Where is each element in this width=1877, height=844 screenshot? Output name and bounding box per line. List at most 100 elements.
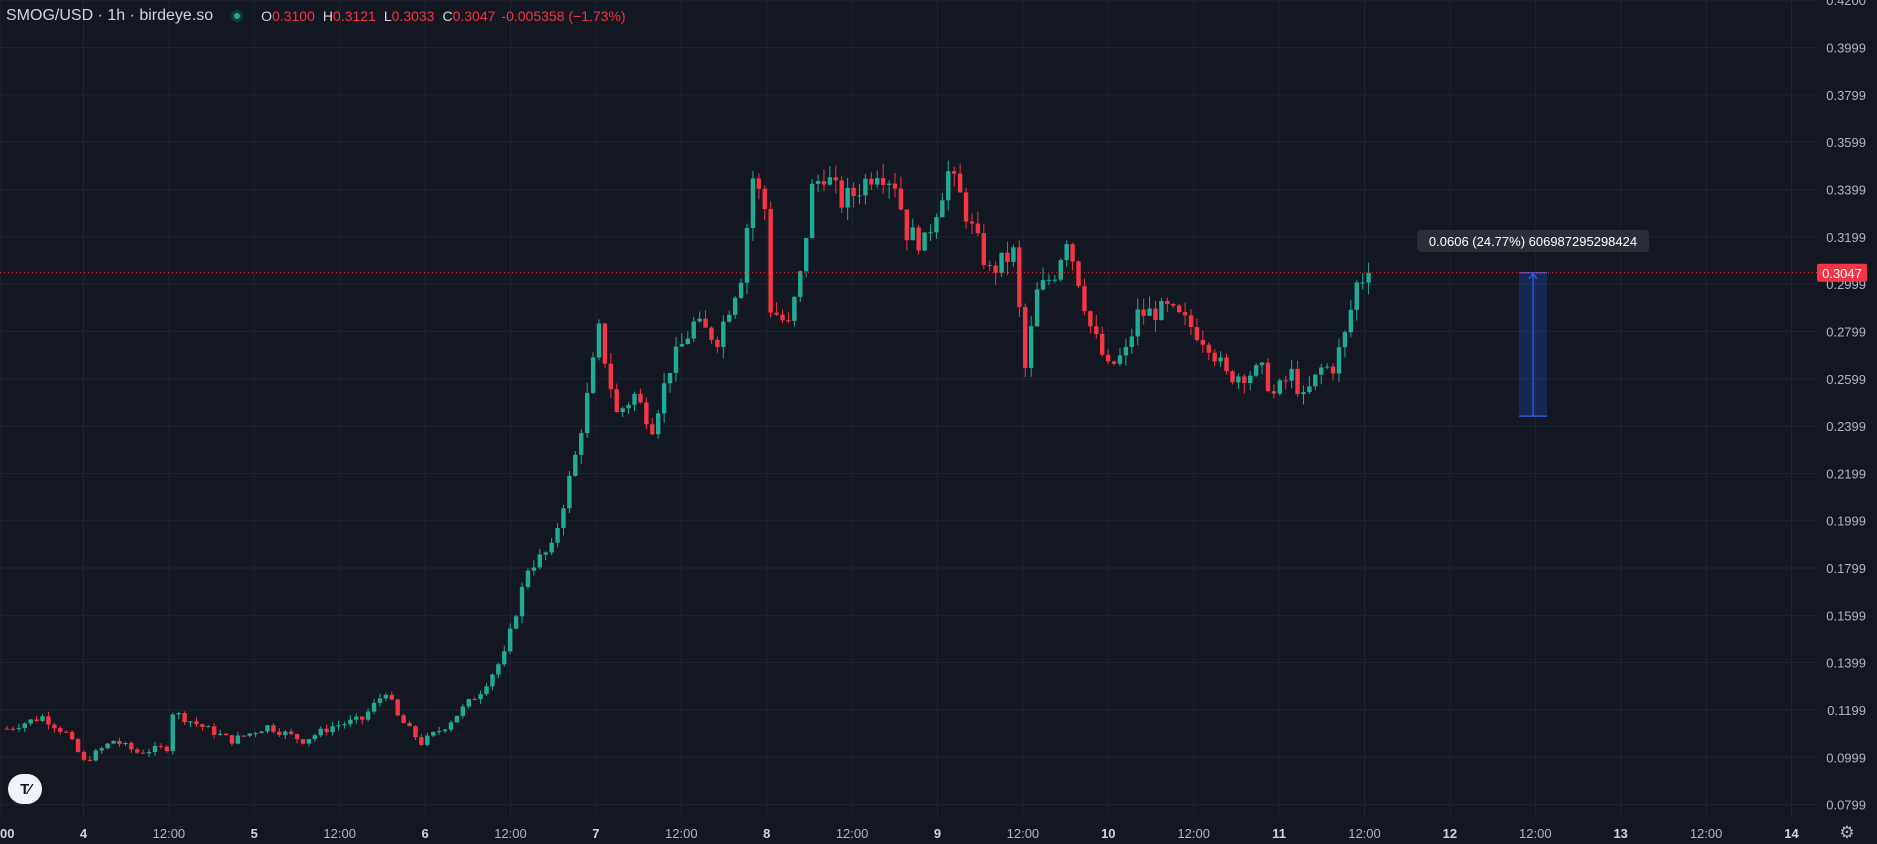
candle[interactable]: [1253, 362, 1259, 378]
candle[interactable]: [1194, 318, 1200, 342]
candle[interactable]: [946, 160, 951, 211]
symbol-title[interactable]: SMOG/USD · 1h · birdeye.so: [6, 7, 214, 24]
candle[interactable]: [1313, 374, 1318, 391]
candle[interactable]: [1028, 316, 1034, 377]
candle[interactable]: [69, 730, 75, 741]
candle[interactable]: [656, 410, 661, 439]
candle[interactable]: [537, 548, 542, 570]
candle[interactable]: [661, 372, 667, 423]
candle[interactable]: [650, 417, 655, 436]
candle[interactable]: [815, 174, 821, 192]
candle[interactable]: [217, 729, 223, 736]
candle[interactable]: [952, 166, 957, 187]
candle[interactable]: [158, 743, 164, 750]
candle[interactable]: [1265, 357, 1271, 393]
candle[interactable]: [407, 720, 412, 727]
candle[interactable]: [16, 723, 22, 732]
candle[interactable]: [283, 729, 288, 740]
candle[interactable]: [940, 193, 945, 218]
candle[interactable]: [519, 582, 525, 624]
candle[interactable]: [1034, 281, 1040, 327]
candle[interactable]: [377, 693, 383, 707]
candle[interactable]: [762, 185, 767, 221]
candle[interactable]: [898, 176, 904, 211]
candle[interactable]: [957, 163, 963, 193]
candle[interactable]: [567, 471, 572, 514]
candle[interactable]: [1218, 351, 1223, 368]
candle[interactable]: [93, 748, 98, 762]
candle[interactable]: [1153, 300, 1158, 333]
candle[interactable]: [1141, 298, 1146, 325]
candle[interactable]: [703, 310, 708, 328]
candle[interactable]: [265, 724, 270, 734]
candle[interactable]: [318, 726, 323, 738]
candle[interactable]: [875, 170, 880, 189]
candle[interactable]: [1005, 241, 1010, 275]
candle[interactable]: [1094, 315, 1099, 339]
candle[interactable]: [1212, 349, 1217, 367]
candle[interactable]: [354, 713, 359, 724]
candle[interactable]: [431, 731, 436, 738]
candle[interactable]: [46, 711, 51, 730]
candle[interactable]: [709, 326, 714, 344]
candle[interactable]: [484, 683, 489, 696]
candle[interactable]: [135, 747, 140, 754]
candle[interactable]: [1017, 240, 1022, 317]
candle[interactable]: [756, 173, 762, 200]
candle[interactable]: [620, 406, 625, 418]
candle[interactable]: [75, 737, 81, 753]
candle[interactable]: [673, 336, 679, 382]
candle[interactable]: [531, 560, 537, 576]
candle[interactable]: [928, 224, 933, 241]
candle[interactable]: [975, 211, 981, 237]
candle[interactable]: [1011, 244, 1016, 267]
candle[interactable]: [679, 333, 685, 347]
candle[interactable]: [1070, 242, 1075, 271]
candle[interactable]: [904, 209, 910, 251]
candle[interactable]: [206, 725, 211, 728]
candle[interactable]: [963, 187, 969, 229]
gear-icon[interactable]: ⚙: [1839, 823, 1855, 842]
candle[interactable]: [152, 741, 158, 756]
candle[interactable]: [1052, 274, 1058, 284]
candle[interactable]: [478, 690, 483, 704]
candle[interactable]: [1135, 298, 1140, 346]
candle[interactable]: [146, 748, 152, 758]
candle[interactable]: [732, 296, 738, 319]
candle[interactable]: [1360, 273, 1365, 290]
candle[interactable]: [1058, 257, 1063, 282]
candle[interactable]: [22, 722, 27, 732]
candle[interactable]: [1200, 330, 1206, 353]
candle[interactable]: [809, 179, 815, 239]
time-axis[interactable]: 00 4 12:00 5 12:00 6 12:00 7 12:00 8 12:00 9 12:00 10…: [0, 826, 1799, 841]
candle[interactable]: [1354, 280, 1359, 321]
candle[interactable]: [549, 537, 554, 556]
candle[interactable]: [502, 645, 507, 667]
candle[interactable]: [288, 728, 294, 736]
candle[interactable]: [4, 725, 10, 730]
candle[interactable]: [543, 551, 548, 561]
candle[interactable]: [1129, 328, 1134, 354]
candle[interactable]: [360, 716, 365, 725]
candle[interactable]: [1159, 297, 1164, 321]
candle[interactable]: [40, 713, 45, 722]
candle[interactable]: [1242, 373, 1247, 394]
candle[interactable]: [1182, 302, 1188, 326]
candle[interactable]: [774, 301, 779, 316]
candle[interactable]: [28, 719, 33, 726]
candle[interactable]: [1259, 361, 1265, 375]
candle[interactable]: [336, 720, 341, 731]
candle[interactable]: [64, 730, 69, 733]
candle[interactable]: [525, 567, 531, 590]
candle[interactable]: [886, 180, 892, 199]
candle[interactable]: [1295, 360, 1300, 398]
candle[interactable]: [117, 737, 122, 747]
candle[interactable]: [1105, 348, 1111, 365]
candle[interactable]: [490, 673, 495, 691]
candle[interactable]: [892, 173, 898, 198]
candle[interactable]: [259, 730, 264, 734]
candle[interactable]: [880, 163, 886, 195]
candle[interactable]: [1319, 363, 1324, 385]
candle[interactable]: [833, 165, 838, 194]
